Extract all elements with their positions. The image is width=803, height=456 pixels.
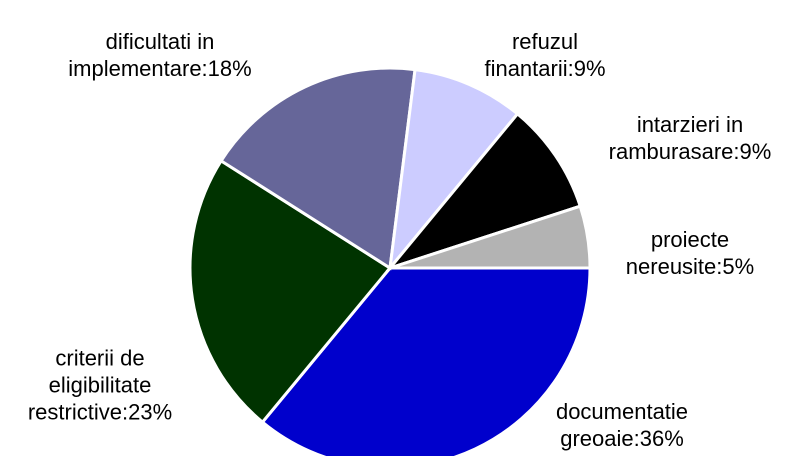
pie-slice xyxy=(389,204,592,270)
pie-slice xyxy=(260,266,592,456)
slice-label: documentatie greoaie:36% xyxy=(555,399,689,451)
pie-slice xyxy=(387,67,520,273)
pie-slice xyxy=(219,66,417,271)
pie-slice xyxy=(188,158,393,425)
slice-label: criterii de eligibilitate restrictive:23… xyxy=(27,345,173,425)
slice-label: proiecte nereusite:5% xyxy=(625,227,755,279)
pie-slice xyxy=(385,111,583,272)
slice-label: intarzieri in ramburasare:9% xyxy=(608,112,772,164)
slice-label: refuzul finantarii:9% xyxy=(484,29,606,81)
slice-label: dificultati in implementare:18% xyxy=(68,29,252,81)
